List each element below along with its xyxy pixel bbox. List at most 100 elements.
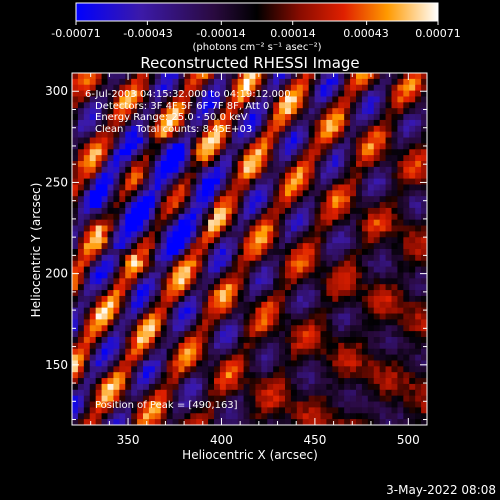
heatmap-cell xyxy=(178,295,186,303)
heatmap-cell xyxy=(137,166,144,174)
heatmap-cell xyxy=(166,166,174,174)
heatmap-cell xyxy=(356,172,363,180)
heatmap-cell xyxy=(154,266,162,274)
heatmap-cell xyxy=(249,137,257,144)
heatmap-cell xyxy=(166,342,174,350)
heatmap-cell xyxy=(148,254,156,262)
heatmap-cell xyxy=(148,366,156,373)
heatmap-cell xyxy=(225,90,233,98)
heatmap-cell xyxy=(279,143,286,150)
heatmap-cell xyxy=(113,143,120,150)
heatmap-cell xyxy=(190,337,197,344)
heatmap-cell xyxy=(249,254,257,262)
heatmap-cell xyxy=(89,243,97,250)
heatmap-cell xyxy=(184,190,191,197)
heatmap-cell xyxy=(391,342,399,350)
heatmap-cell xyxy=(267,166,274,174)
heatmap-cell xyxy=(231,125,239,133)
heatmap-cell xyxy=(172,166,180,174)
heatmap-cell xyxy=(166,378,174,385)
heatmap-cell xyxy=(214,202,221,209)
heatmap-cell xyxy=(172,190,180,197)
heatmap-cell xyxy=(95,254,103,262)
heatmap-cell xyxy=(379,348,387,356)
heatmap-cell xyxy=(367,231,375,238)
heatmap-cell xyxy=(326,96,333,103)
heatmap-cell xyxy=(421,90,427,98)
heatmap-cell xyxy=(166,290,174,297)
heatmap-cell xyxy=(196,184,203,191)
heatmap-cell xyxy=(302,260,310,268)
heatmap-cell xyxy=(72,178,79,186)
heatmap-cell xyxy=(344,266,351,274)
heatmap-cell xyxy=(160,337,168,344)
heatmap-cell xyxy=(356,90,363,98)
heatmap-cell xyxy=(202,155,209,162)
heatmap-cell xyxy=(356,295,363,303)
heatmap-cell xyxy=(184,125,191,133)
heatmap-cell xyxy=(290,372,298,379)
heatmap-cell xyxy=(166,178,174,186)
heatmap-cell xyxy=(296,202,304,209)
heatmap-cell xyxy=(131,249,138,256)
heatmap-cell xyxy=(285,325,292,332)
heatmap-cell xyxy=(178,155,186,162)
heatmap-cell xyxy=(72,278,79,285)
heatmap-cell xyxy=(249,149,257,156)
heatmap-cell xyxy=(214,213,221,221)
heatmap-cell xyxy=(385,108,393,115)
heatmap-cell xyxy=(308,372,316,379)
heatmap-cell xyxy=(338,125,345,133)
heatmap-cell xyxy=(350,307,357,315)
heatmap-cell xyxy=(296,114,304,121)
heatmap-cell xyxy=(202,190,209,197)
heatmap-cell xyxy=(391,231,399,238)
heatmap-cell xyxy=(125,137,132,144)
heatmap-cell xyxy=(373,290,381,297)
heatmap-cell xyxy=(89,231,97,238)
heatmap-cell xyxy=(308,125,316,133)
heatmap-cell xyxy=(320,78,328,86)
heatmap-cell xyxy=(113,84,120,92)
heatmap-cell xyxy=(350,108,357,115)
heatmap-cell xyxy=(125,149,132,156)
heatmap-cell xyxy=(202,372,209,379)
heatmap-cell xyxy=(83,331,91,338)
heatmap-cell xyxy=(373,213,381,221)
heatmap-cell xyxy=(231,137,239,144)
heatmap-cell xyxy=(415,131,422,139)
heatmap-cell xyxy=(285,301,292,309)
heatmap-cell xyxy=(172,213,180,221)
heatmap-cell xyxy=(385,225,393,232)
heatmap-cell xyxy=(219,272,227,279)
heatmap-cell xyxy=(267,307,274,315)
heatmap-cell xyxy=(125,389,132,397)
heatmap-cell xyxy=(332,143,339,150)
heatmap-cell xyxy=(261,307,268,315)
heatmap-cell xyxy=(356,237,363,244)
heatmap-cell xyxy=(261,383,268,391)
heatmap-cell xyxy=(367,325,375,332)
heatmap-cell xyxy=(237,219,245,227)
heatmap-cell xyxy=(249,196,257,203)
heatmap-cell xyxy=(72,401,79,408)
heatmap-cell xyxy=(261,102,268,109)
heatmap-cell xyxy=(172,196,180,203)
heatmap-cell xyxy=(172,114,180,121)
heatmap-cell xyxy=(113,213,120,221)
heatmap-cell xyxy=(208,348,215,356)
heatmap-cell xyxy=(231,172,239,180)
heatmap-cell xyxy=(231,219,239,227)
heatmap-cell xyxy=(107,378,115,385)
heatmap-cell xyxy=(101,354,109,362)
heatmap-cell xyxy=(113,295,120,303)
heatmap-cell xyxy=(409,231,416,238)
heatmap-cell xyxy=(89,272,97,279)
heatmap-cell xyxy=(89,413,97,420)
heatmap-cell xyxy=(190,254,197,262)
heatmap-cell xyxy=(338,131,345,139)
heatmap-cell xyxy=(113,395,120,403)
heatmap-cell xyxy=(231,342,239,350)
heatmap-cell xyxy=(361,108,369,115)
